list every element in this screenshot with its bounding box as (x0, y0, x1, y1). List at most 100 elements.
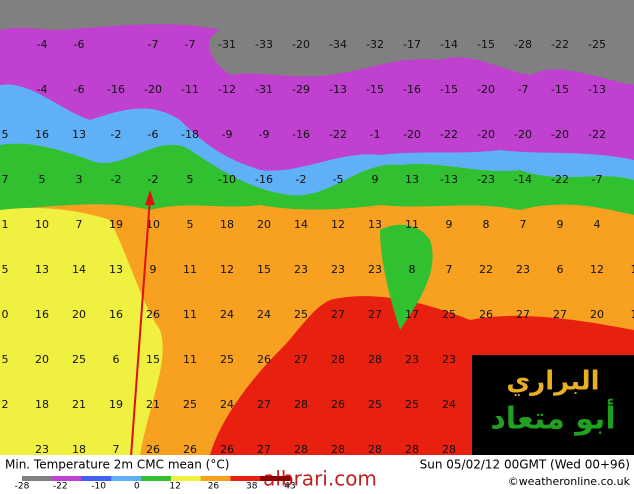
legend-tick: -22 (53, 482, 68, 491)
grid-label: -13 (329, 83, 347, 96)
grid-label: 11 (183, 308, 197, 321)
grid-label: 7 (446, 263, 453, 276)
grid-label: -16 (107, 83, 125, 96)
grid-label: 21 (72, 398, 86, 411)
grid-label: 13 (405, 173, 419, 186)
grid-label: -2 (111, 173, 122, 186)
legend-tick: -10 (91, 482, 106, 491)
grid-label: 16 (35, 128, 49, 141)
grid-label: 5 (2, 128, 9, 141)
grid-label: 25 (294, 308, 308, 321)
grid-label: -6 (148, 128, 159, 141)
grid-label: 28 (368, 353, 382, 366)
legend-tick: 38 (246, 482, 258, 491)
legend-swatch (111, 476, 141, 481)
footer-title: Min. Temperature 2m CMC mean (°C) (5, 458, 229, 472)
grid-label: 6 (557, 263, 564, 276)
grid-label: 0 (2, 308, 9, 321)
grid-label: -12 (218, 83, 236, 96)
grid-label: 19 (109, 398, 123, 411)
legend-tick: -28 (15, 482, 30, 491)
grid-label: -22 (329, 128, 347, 141)
grid-label: -32 (366, 38, 384, 51)
grid-label: -34 (329, 38, 347, 51)
grid-label: -22 (588, 128, 606, 141)
grid-label: -7 (185, 38, 196, 51)
grid-label: 22 (479, 263, 493, 276)
grid-label: -4 (37, 38, 48, 51)
grid-label: 28 (331, 443, 345, 456)
grid-label: -5 (333, 173, 344, 186)
logo-line2: أبو متعاد (490, 399, 615, 437)
grid-label: 7 (2, 173, 9, 186)
grid-label: 5 (2, 353, 9, 366)
grid-label: -11 (181, 83, 199, 96)
grid-label: 23 (331, 263, 345, 276)
grid-label: 28 (442, 443, 456, 456)
grid-label: 27 (331, 308, 345, 321)
grid-label: 27 (516, 308, 530, 321)
grid-label: 7 (76, 218, 83, 231)
grid-label: 14 (294, 218, 308, 231)
grid-label: -7 (592, 173, 603, 186)
grid-label: 1 (631, 308, 634, 321)
grid-label: 10 (35, 218, 49, 231)
logo-line1: البراري (506, 367, 599, 397)
grid-label: 26 (257, 353, 271, 366)
grid-label: 26 (146, 443, 160, 456)
grid-label: 25 (442, 308, 456, 321)
grid-label: -28 (514, 38, 532, 51)
grid-label: -25 (588, 38, 606, 51)
grid-label: -18 (181, 128, 199, 141)
grid-label: 17 (405, 308, 419, 321)
grid-label: 23 (368, 263, 382, 276)
grid-label: 28 (294, 443, 308, 456)
grid-label: -7 (518, 83, 529, 96)
grid-label: -14 (514, 173, 532, 186)
grid-label: 1 (631, 263, 634, 276)
grid-label: 18 (220, 218, 234, 231)
grid-label: 9 (150, 263, 157, 276)
grid-label: 24 (220, 308, 234, 321)
grid-label: 13 (72, 128, 86, 141)
grid-label: 9 (446, 218, 453, 231)
legend-swatch (82, 476, 112, 481)
grid-label: 23 (516, 263, 530, 276)
grid-label: 8 (409, 263, 416, 276)
grid-label: -9 (259, 128, 270, 141)
grid-label: -29 (292, 83, 310, 96)
grid-label: -23 (477, 173, 495, 186)
grid-label: -15 (366, 83, 384, 96)
legend-swatch (141, 476, 171, 481)
grid-label: -16 (403, 83, 421, 96)
grid-label: 20 (35, 353, 49, 366)
grid-label: 6 (113, 353, 120, 366)
grid-label: 24 (220, 398, 234, 411)
grid-label: 26 (183, 443, 197, 456)
grid-label: -20 (144, 83, 162, 96)
grid-label: -6 (74, 83, 85, 96)
footer-date: Sun 05/02/12 00GMT (Wed 00+96) (420, 458, 630, 472)
grid-label: 1 (2, 218, 9, 231)
grid-label: -33 (255, 38, 273, 51)
grid-label: 2 (2, 398, 9, 411)
grid-label: 11 (183, 263, 197, 276)
grid-label: 18 (72, 443, 86, 456)
grid-label: 28 (331, 353, 345, 366)
grid-label: 7 (520, 218, 527, 231)
grid-label: 27 (257, 398, 271, 411)
grid-label: 12 (331, 218, 345, 231)
grid-label: 8 (483, 218, 490, 231)
grid-label: -22 (551, 38, 569, 51)
legend-swatch (230, 476, 260, 481)
grid-label: 25 (72, 353, 86, 366)
grid-label: -16 (255, 173, 273, 186)
grid-label: 25 (183, 398, 197, 411)
grid-label: -20 (403, 128, 421, 141)
grid-label: 11 (405, 218, 419, 231)
grid-label: 27 (368, 308, 382, 321)
legend-swatch (22, 476, 52, 481)
grid-label: 16 (35, 308, 49, 321)
